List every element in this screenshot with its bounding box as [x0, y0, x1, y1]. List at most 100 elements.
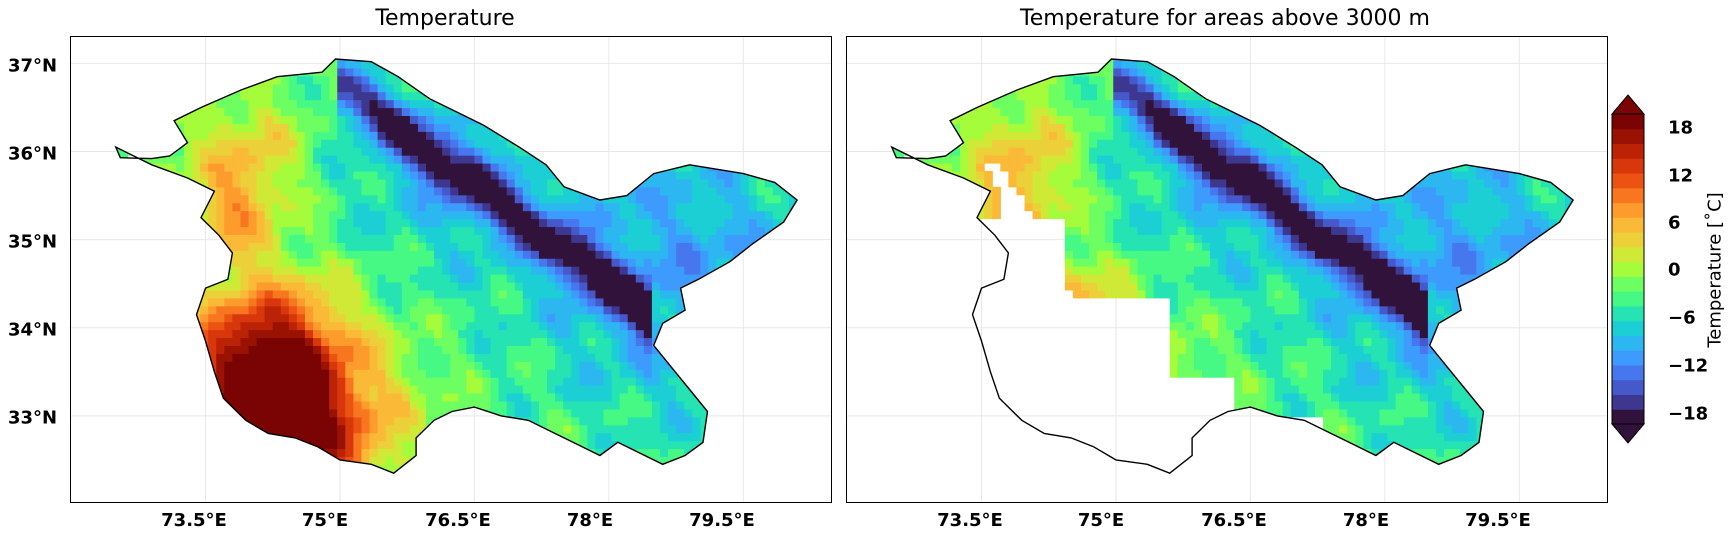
temperature-cell	[1193, 170, 1203, 180]
temperature-cell	[1016, 155, 1026, 164]
temperature-cell	[482, 281, 492, 291]
temperature-cell	[1314, 400, 1324, 410]
temperature-cell	[409, 337, 419, 346]
temperature-cell	[1387, 400, 1397, 410]
temperature-cell	[1234, 297, 1243, 307]
temperature-cell	[635, 289, 645, 299]
temperature-cell	[555, 202, 564, 212]
temperature-cell	[1064, 202, 1074, 212]
temperature-cell	[514, 297, 524, 307]
temperature-cell	[1532, 218, 1542, 228]
temperature-cell	[304, 266, 314, 275]
temperature-cell	[506, 329, 516, 339]
temperature-cell	[224, 178, 233, 188]
temperature-cell	[288, 385, 298, 394]
temperature-cell	[1395, 218, 1405, 228]
temperature-cell	[208, 139, 217, 148]
temperature-cell	[216, 107, 225, 117]
temperature-cell	[1444, 250, 1453, 259]
temperature-cell	[1250, 369, 1260, 378]
temperature-cell	[1210, 194, 1219, 204]
temperature-cell	[1363, 337, 1373, 346]
temperature-cell	[304, 345, 314, 354]
temperature-cell	[587, 242, 597, 251]
temperature-cell	[1129, 67, 1139, 77]
temperature-cell	[369, 448, 379, 458]
temperature-cell	[603, 416, 613, 426]
temperature-cell	[353, 107, 363, 117]
temperature-cell	[984, 107, 993, 117]
temperature-cell	[1121, 131, 1130, 140]
temperature-cell	[1411, 305, 1421, 315]
temperature-cell	[369, 59, 379, 61]
temperature-cell	[1500, 194, 1510, 204]
temperature-cell	[514, 186, 524, 196]
temperature-cell	[635, 345, 645, 354]
temperature-cell	[1169, 289, 1179, 299]
temperature-cell	[1508, 202, 1518, 212]
temperature-cell	[1314, 377, 1324, 386]
temperature-cell	[498, 353, 508, 362]
temperature-cell	[280, 408, 290, 418]
temperature-cell	[587, 392, 597, 402]
temperature-cell	[1169, 155, 1179, 164]
temperature-cell	[232, 170, 242, 180]
temperature-cell	[984, 99, 993, 109]
temperature-cell	[571, 242, 580, 251]
temperature-cell	[280, 416, 290, 426]
temperature-cell	[514, 163, 524, 172]
temperature-cell	[361, 67, 371, 77]
temperature-cell	[1072, 226, 1082, 235]
temperature-cell	[984, 155, 993, 164]
temperature-cell	[1524, 194, 1534, 204]
temperature-cell	[547, 377, 556, 386]
temperature-cell	[676, 424, 685, 434]
temperature-cell	[651, 297, 661, 307]
temperature-cell	[1387, 392, 1397, 402]
temperature-cell	[345, 321, 354, 331]
temperature-cell	[1427, 194, 1437, 204]
temperature-cell	[409, 424, 419, 434]
temperature-cell	[1427, 345, 1437, 354]
temperature-cell	[1395, 194, 1405, 204]
temperature-cell	[522, 250, 532, 259]
temperature-cell	[1177, 321, 1187, 331]
temperature-cell	[1024, 186, 1034, 196]
temperature-cell	[627, 266, 637, 275]
temperature-cell	[1226, 147, 1235, 156]
temperature-cell	[490, 345, 500, 354]
temperature-cell	[232, 226, 242, 235]
temperature-cell	[1331, 345, 1340, 354]
temperature-cell	[393, 392, 403, 402]
temperature-cell	[1105, 107, 1114, 117]
temperature-cell	[1290, 202, 1300, 212]
temperature-cell	[369, 329, 379, 339]
temperature-cell	[1331, 289, 1340, 299]
temperature-cell	[224, 83, 233, 93]
temperature-cell	[740, 242, 750, 251]
temperature-cell	[1444, 226, 1453, 235]
temperature-cell	[450, 321, 459, 331]
temperature-cell	[1202, 329, 1211, 339]
temperature-cell	[555, 329, 564, 339]
temperature-cell	[968, 147, 977, 156]
temperature-cell	[708, 210, 718, 220]
temperature-cell	[434, 345, 443, 354]
temperature-cell	[772, 226, 782, 235]
temperature-cell	[506, 289, 516, 299]
temperature-cell	[361, 281, 371, 291]
temperature-cell	[1411, 210, 1421, 220]
temperature-cell	[1153, 226, 1163, 235]
temperature-cell	[288, 408, 298, 418]
temperature-cell	[708, 258, 718, 267]
temperature-cell	[1403, 432, 1413, 442]
temperature-cell	[385, 424, 395, 434]
temperature-cell	[627, 440, 637, 450]
temperature-cell	[361, 305, 371, 315]
temperature-cell	[1258, 305, 1268, 315]
temperature-cell	[1331, 377, 1340, 386]
temperature-cell	[992, 123, 1001, 132]
temperature-cell	[385, 123, 395, 132]
temperature-cell	[401, 163, 411, 172]
temperature-cell	[756, 218, 766, 228]
